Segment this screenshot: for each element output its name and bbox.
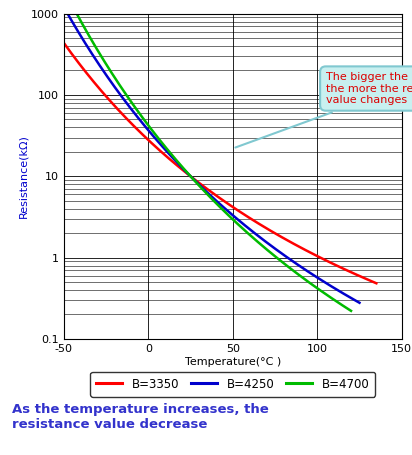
B=4700 (349, 308, 353, 313)
B=4700 (199, 186, 204, 192)
B=3350 (210, 190, 215, 196)
B=4250 (357, 300, 362, 305)
B=4250 (202, 187, 207, 192)
B=4250 (304, 268, 309, 273)
B=4700 (198, 184, 203, 190)
Line: B=4250: B=4250 (64, 7, 359, 303)
B=4250 (221, 205, 226, 210)
B=4250 (61, 5, 66, 10)
X-axis label: Temperature(°C ): Temperature(°C ) (185, 357, 281, 367)
Text: The bigger the B-value is,
the more the resistance
value changes: The bigger the B-value is, the more the … (235, 72, 412, 147)
B=4700 (232, 218, 237, 224)
B=3350 (247, 215, 252, 221)
Text: As the temperature increases, the
resistance value decrease: As the temperature increases, the resist… (12, 403, 269, 431)
B=3350 (212, 192, 217, 197)
B=3350 (374, 281, 379, 286)
Legend: B=3350, B=4250, B=4700: B=3350, B=4250, B=4700 (91, 372, 375, 396)
Y-axis label: Resistance(kΩ): Resistance(kΩ) (18, 134, 28, 218)
B=4250 (237, 218, 242, 224)
B=4700 (217, 203, 222, 209)
B=3350 (366, 278, 371, 283)
Line: B=3350: B=3350 (64, 43, 376, 283)
B=3350 (61, 40, 66, 46)
B=4700 (297, 273, 302, 278)
B=3350 (230, 204, 235, 210)
B=3350 (318, 255, 323, 260)
B=4250 (350, 296, 355, 302)
B=4700 (342, 303, 346, 309)
B=4250 (204, 189, 208, 194)
Line: B=4700: B=4700 (64, 0, 351, 311)
